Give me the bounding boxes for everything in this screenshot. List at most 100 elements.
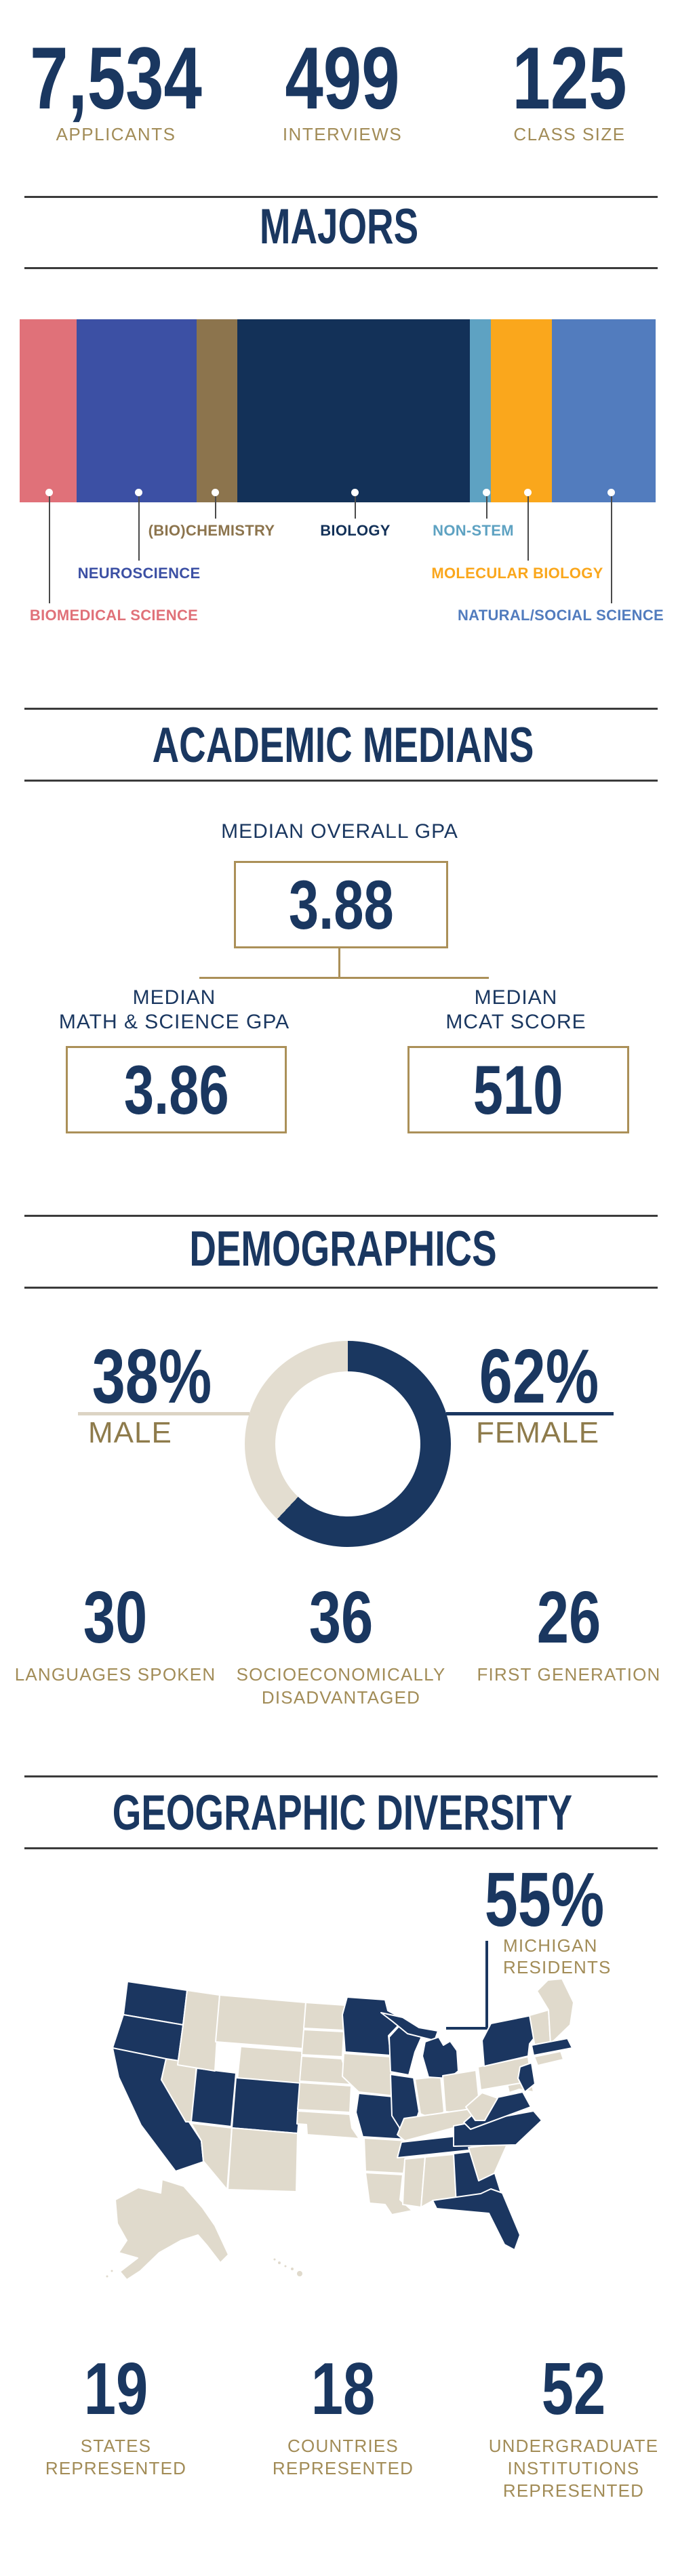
female-underline (446, 1412, 614, 1415)
mcat-label-line2: MCAT SCORE (445, 1011, 586, 1033)
countries-count: 18 (311, 2348, 376, 2430)
mcat-value: 510 (473, 1051, 563, 1129)
state-HI-island (290, 2266, 295, 2272)
countries-label-line2: REPRESENTED (272, 2458, 414, 2478)
interviews-count: 499 (285, 28, 400, 127)
major-label-natural-social: NATURAL/SOCIAL SCIENCE (457, 607, 664, 624)
callout-dot-biology (351, 489, 359, 496)
state-MA (531, 2038, 573, 2056)
state-AK-island (109, 2268, 115, 2274)
state-MI-mitten (422, 2036, 459, 2079)
state-WV (465, 2092, 498, 2121)
institutions-label-line2: INSTITUTIONS (507, 2458, 640, 2478)
michigan-label-line1: MICHIGAN (503, 1935, 598, 1956)
major-label-nonstem: NON-STEM (433, 522, 514, 539)
state-NC (453, 2110, 542, 2147)
callout-line-biochemistry (215, 496, 216, 519)
callout-line-nonstem (486, 496, 487, 519)
divider-line (24, 267, 658, 269)
languages-count: 30 (83, 1576, 148, 1659)
divider-line (24, 1775, 658, 1777)
state-AR (363, 2137, 408, 2174)
us-states-map (104, 1978, 574, 2280)
divider-line (24, 196, 658, 198)
state-ID (177, 1990, 220, 2072)
bar-segment-4 (470, 319, 492, 502)
bar-segment-3 (237, 319, 471, 502)
states-label-line1: STATES (80, 2436, 152, 2456)
state-CT-RI (534, 2051, 564, 2066)
state-VT-NH (529, 2009, 551, 2047)
michigan-percent: 55% (484, 1857, 605, 1942)
callout-line-natural-social (611, 496, 612, 603)
callout-line-biomedical (49, 496, 50, 603)
first-generation-label: FIRST GENERATION (477, 1664, 661, 1685)
state-OK (296, 2110, 360, 2139)
michigan-label-line2: RESIDENTS (503, 1957, 612, 1977)
state-KS (297, 2082, 352, 2113)
female-percent: 62% (479, 1333, 599, 1419)
math-gpa-value: 3.86 (123, 1051, 229, 1129)
callout-line-molecular (527, 496, 529, 561)
bar-segment-5 (491, 319, 553, 502)
gender-donut-hole (275, 1371, 420, 1516)
callout-dot-biomedical (45, 489, 53, 496)
mcat-label-line1: MEDIAN (474, 986, 558, 1009)
female-label: FEMALE (476, 1416, 600, 1449)
state-ND (303, 2002, 346, 2031)
major-label-biochemistry: (BIO)CHEMISTRY (148, 522, 275, 539)
state-HI-island (272, 2257, 277, 2262)
male-percent: 38% (92, 1333, 212, 1419)
section-title-geographic-diversity: GEOGRAPHIC DIVERSITY (112, 1786, 573, 1840)
state-LA (365, 2172, 413, 2215)
connector-vertical (338, 946, 340, 977)
applicants-count: 7,534 (30, 28, 202, 127)
states-count: 19 (83, 2348, 148, 2430)
male-underline (78, 1412, 250, 1415)
state-SD (301, 2029, 344, 2057)
state-NJ (517, 2062, 536, 2093)
callout-dot-neuroscience (135, 489, 142, 496)
state-AK-island (104, 2274, 110, 2279)
overall-gpa-label: MEDIAN OVERALL GPA (221, 820, 458, 843)
bar-segment-0 (20, 319, 77, 502)
class-size-count: 125 (512, 28, 627, 127)
applicants-label: APPLICANTS (56, 124, 176, 144)
connector-horizontal (199, 977, 489, 979)
class-size-label: CLASS SIZE (513, 124, 626, 144)
divider-line (24, 1287, 658, 1289)
state-HI-island (277, 2260, 282, 2266)
math-gpa-label-line2: MATH & SCIENCE GPA (58, 1011, 290, 1033)
male-label: MALE (88, 1416, 172, 1449)
major-label-molecular: MOLECULAR BIOLOGY (431, 565, 603, 582)
state-AZ (191, 2122, 233, 2190)
state-CO (231, 2077, 302, 2134)
section-title-majors: MAJORS (259, 199, 419, 254)
state-HI-island (296, 2270, 304, 2278)
institutions-label-line1: UNDERGRADUATE (488, 2436, 659, 2456)
bar-segment-6 (552, 319, 656, 502)
major-label-biology: BIOLOGY (320, 522, 391, 539)
state-UT (191, 2068, 237, 2127)
michigan-connector-vertical (485, 1941, 488, 2030)
callout-line-biology (355, 496, 356, 519)
countries-label-line1: COUNTRIES (287, 2436, 399, 2456)
interviews-label: INTERVIEWS (282, 124, 403, 144)
institutions-label-line3: REPRESENTED (502, 2480, 645, 2501)
bar-segment-1 (77, 319, 197, 502)
mcat-box: 510 (407, 1046, 629, 1133)
major-label-neuroscience: NEUROSCIENCE (77, 565, 201, 582)
state-FL (432, 2188, 521, 2251)
socioeconomic-label-line2: DISADVANTAGED (261, 1687, 421, 1708)
socioeconomic-count: 36 (308, 1576, 374, 1659)
callout-dot-natural-social (607, 489, 615, 496)
divider-line (24, 1215, 658, 1217)
socioeconomic-label-line1: SOCIOECONOMICALLY (236, 1664, 446, 1685)
section-title-demographics: DEMOGRAPHICS (189, 1222, 497, 1276)
state-MT (215, 1994, 306, 2049)
overall-gpa-value: 3.88 (288, 866, 394, 944)
callout-dot-biochemistry (212, 489, 219, 496)
section-title-academic-medians: ACADEMIC MEDIANS (152, 718, 534, 773)
bar-segment-2 (196, 319, 237, 502)
